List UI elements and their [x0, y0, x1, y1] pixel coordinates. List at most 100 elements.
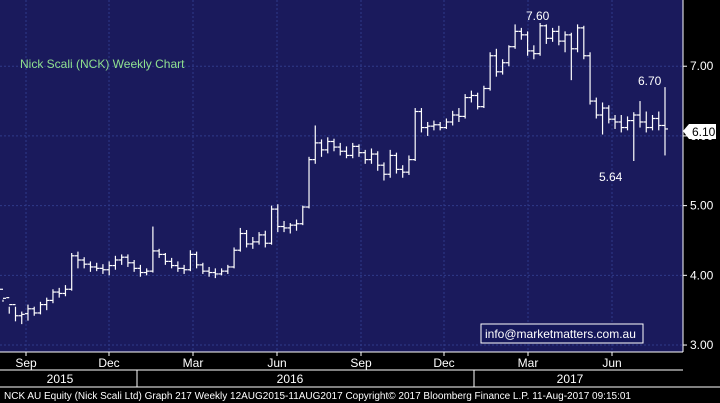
ohlc-bar: [99, 264, 106, 274]
ohlc-bar: [662, 87, 668, 156]
ohlc-bar: [106, 261, 113, 276]
ohlc-bar: [599, 102, 606, 135]
ohlc-bar: [337, 142, 344, 156]
ohlc-bar: [630, 112, 637, 162]
ohlc-bar: [418, 108, 425, 133]
last-price-label: 6.10: [692, 125, 716, 139]
ohlc-bar: [156, 248, 163, 258]
ohlc-bar: [530, 45, 537, 60]
ohlc-bar: [43, 297, 50, 311]
ohlc-bar: [324, 137, 331, 154]
ohlc-bar: [24, 304, 31, 321]
ohlc-bar: [455, 108, 462, 122]
x-year-label: 2015: [47, 372, 74, 386]
ohlc-bar: [537, 23, 544, 56]
x-tick-label: Mar: [183, 356, 204, 370]
x-tick-label: Sep: [350, 356, 372, 370]
ohlc-bar: [312, 125, 319, 164]
ohlc-bar: [12, 304, 19, 322]
ohlc-bar: [574, 24, 581, 53]
ohlc-bar: [268, 205, 275, 245]
email-box: [480, 323, 644, 344]
x-tick-label: Mar: [518, 356, 539, 370]
ohlc-bar: [462, 94, 469, 119]
ohlc-bar: [499, 59, 506, 75]
ohlc-bar: [49, 289, 56, 304]
ohlc-bar: [399, 165, 406, 178]
x-tick-label: Sep: [15, 356, 37, 370]
ohlc-bar: [162, 253, 169, 265]
ohlc-bar: [493, 48, 500, 77]
y-tick-label: 3.00: [690, 338, 714, 352]
ohlc-bar: [580, 25, 587, 60]
ohlc-bar: [587, 52, 594, 105]
ohlc-bar: [231, 247, 238, 269]
y-tick-label: 5.00: [690, 199, 714, 213]
ohlc-bar: [612, 115, 619, 129]
ohlc-bar: [174, 261, 181, 272]
ohlc-bar: [474, 92, 481, 110]
ohlc-bar: [74, 251, 81, 269]
ohlc-bar: [62, 285, 69, 297]
ohlc-bar: [93, 262, 100, 272]
ohlc-bar: [424, 121, 431, 136]
plot-area: [0, 0, 683, 352]
ohlc-bar: [393, 152, 400, 174]
ohlc-bar: [168, 257, 175, 269]
ohlc-bar: [281, 220, 288, 233]
ohlc-bar: [605, 105, 612, 124]
ohlc-bar: [112, 255, 119, 270]
ohlc-bar: [562, 31, 569, 53]
ohlc-bar: [518, 27, 525, 40]
x-tick-label: Jun: [267, 356, 286, 370]
ohlc-bar: [124, 254, 131, 267]
ohlc-bar: [18, 311, 25, 325]
high-annotation: 7.60: [526, 9, 550, 23]
ohlc-bar: [480, 85, 487, 109]
ohlc-bar: [68, 253, 75, 291]
y-tick-label: 4.00: [690, 268, 714, 282]
ohlc-bar: [318, 139, 325, 157]
ohlc-bar: [137, 264, 144, 277]
ohlc-bar: [149, 226, 156, 273]
ohlc-bar: [206, 266, 213, 277]
ohlc-bar: [287, 223, 294, 234]
ohlc-bar: [218, 268, 225, 276]
low-annotation: 5.64: [599, 170, 623, 184]
ohlc-bar: [655, 111, 662, 131]
ohlc-bar: [87, 261, 94, 272]
chart-title: Nick Scali (NCK) Weekly Chart: [20, 57, 185, 71]
ohlc-bar: [331, 138, 337, 152]
ohlc-bar: [524, 31, 531, 56]
ohlc-bar: [249, 236, 256, 249]
y-tick-label: 7.00: [690, 59, 714, 73]
ohlc-bar: [387, 149, 394, 178]
ohlc-bar: [31, 306, 38, 316]
ohlc-bar: [131, 259, 138, 272]
last-price-tag: 6.10: [683, 124, 716, 139]
x-year-label: 2017: [557, 372, 584, 386]
ohlc-bar: [405, 155, 412, 175]
ohlc-bar: [555, 25, 562, 46]
ohlc-bar: [618, 115, 625, 133]
x-tick-label: Dec: [433, 356, 454, 370]
ohlc-bar: [243, 230, 250, 248]
recent-high-annotation: 6.70: [638, 74, 662, 88]
ohlc-bar: [299, 205, 306, 226]
ohlc-bar: [274, 204, 281, 233]
ohlc-bar: [349, 142, 356, 159]
ohlc-bar: [468, 90, 475, 103]
email-watermark: info@marketmatters.com.au: [480, 323, 644, 344]
ohlc-bar: [374, 151, 381, 171]
ohlc-bar: [449, 110, 456, 126]
ohlc-bar: [430, 120, 437, 131]
footer-text: NCK AU Equity (Nick Scali Ltd) Graph 217…: [4, 391, 631, 402]
ohlc-bar: [181, 264, 188, 274]
price-bars: [0, 23, 668, 325]
ohlc-bar: [412, 108, 419, 162]
ohlc-bar: [487, 52, 494, 91]
x-year-label: 2016: [277, 372, 304, 386]
ohlc-bar: [293, 219, 300, 231]
